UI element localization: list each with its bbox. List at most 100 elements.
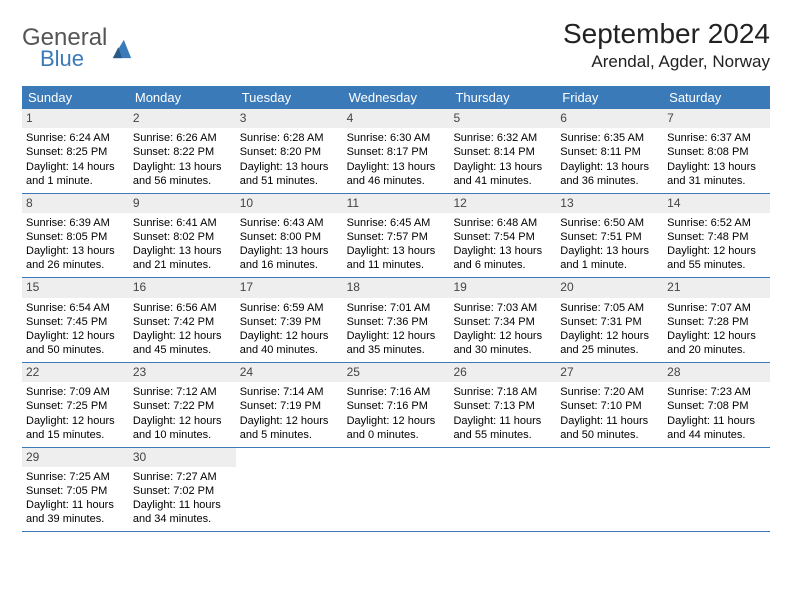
sunset-text: Sunset: 7:51 PM [560, 230, 659, 244]
day-number: 30 [129, 448, 236, 467]
day-cell: 19Sunrise: 7:03 AMSunset: 7:34 PMDayligh… [449, 278, 556, 362]
sunrise-text: Sunrise: 6:30 AM [347, 131, 446, 145]
daylight-text: Daylight: 12 hours and 30 minutes. [453, 329, 552, 357]
daylight-text: Daylight: 13 hours and 1 minute. [560, 244, 659, 272]
sunset-text: Sunset: 8:14 PM [453, 145, 552, 159]
sunrise-text: Sunrise: 6:41 AM [133, 216, 232, 230]
week-row: 15Sunrise: 6:54 AMSunset: 7:45 PMDayligh… [22, 278, 770, 363]
day-cell: 10Sunrise: 6:43 AMSunset: 8:00 PMDayligh… [236, 194, 343, 278]
daylight-text: Daylight: 12 hours and 25 minutes. [560, 329, 659, 357]
day-cell: 4Sunrise: 6:30 AMSunset: 8:17 PMDaylight… [343, 109, 450, 193]
sunrise-text: Sunrise: 6:26 AM [133, 131, 232, 145]
day-number: 22 [22, 363, 129, 382]
sunrise-text: Sunrise: 7:07 AM [667, 301, 766, 315]
header: General Blue September 2024 Arendal, Agd… [22, 18, 770, 72]
day-number: 19 [449, 278, 556, 297]
day-header: Wednesday [343, 86, 450, 109]
day-header: Saturday [663, 86, 770, 109]
day-header-row: SundayMondayTuesdayWednesdayThursdayFrid… [22, 86, 770, 109]
day-cell: 18Sunrise: 7:01 AMSunset: 7:36 PMDayligh… [343, 278, 450, 362]
sunset-text: Sunset: 8:25 PM [26, 145, 125, 159]
sunset-text: Sunset: 7:13 PM [453, 399, 552, 413]
day-cell: 26Sunrise: 7:18 AMSunset: 7:13 PMDayligh… [449, 363, 556, 447]
sunrise-text: Sunrise: 6:35 AM [560, 131, 659, 145]
daylight-text: Daylight: 13 hours and 51 minutes. [240, 160, 339, 188]
sunrise-text: Sunrise: 7:05 AM [560, 301, 659, 315]
day-number: 28 [663, 363, 770, 382]
sunset-text: Sunset: 8:08 PM [667, 145, 766, 159]
sunrise-text: Sunrise: 6:59 AM [240, 301, 339, 315]
daylight-text: Daylight: 12 hours and 40 minutes. [240, 329, 339, 357]
day-cell: 27Sunrise: 7:20 AMSunset: 7:10 PMDayligh… [556, 363, 663, 447]
sunset-text: Sunset: 7:45 PM [26, 315, 125, 329]
daylight-text: Daylight: 12 hours and 20 minutes. [667, 329, 766, 357]
daylight-text: Daylight: 11 hours and 55 minutes. [453, 414, 552, 442]
daylight-text: Daylight: 14 hours and 1 minute. [26, 160, 125, 188]
sunset-text: Sunset: 7:28 PM [667, 315, 766, 329]
sunrise-text: Sunrise: 7:18 AM [453, 385, 552, 399]
day-header: Tuesday [236, 86, 343, 109]
day-number: 23 [129, 363, 236, 382]
week-row: 8Sunrise: 6:39 AMSunset: 8:05 PMDaylight… [22, 194, 770, 279]
day-number: 25 [343, 363, 450, 382]
sunrise-text: Sunrise: 7:01 AM [347, 301, 446, 315]
daylight-text: Daylight: 13 hours and 41 minutes. [453, 160, 552, 188]
day-number: 21 [663, 278, 770, 297]
daylight-text: Daylight: 11 hours and 50 minutes. [560, 414, 659, 442]
day-cell: 25Sunrise: 7:16 AMSunset: 7:16 PMDayligh… [343, 363, 450, 447]
sunrise-text: Sunrise: 7:14 AM [240, 385, 339, 399]
sunset-text: Sunset: 8:20 PM [240, 145, 339, 159]
daylight-text: Daylight: 13 hours and 16 minutes. [240, 244, 339, 272]
day-cell: 21 Sunrise: 7:07 AMSunset: 7:28 PMDayligh… [663, 278, 770, 362]
day-number: 18 [343, 278, 450, 297]
day-cell: 11Sunrise: 6:45 AMSunset: 7:57 PMDayligh… [343, 194, 450, 278]
day-cell: . [556, 448, 663, 532]
sunrise-text: Sunrise: 7:20 AM [560, 385, 659, 399]
day-cell: 2Sunrise: 6:26 AMSunset: 8:22 PMDaylight… [129, 109, 236, 193]
sunrise-text: Sunrise: 6:48 AM [453, 216, 552, 230]
day-header: Thursday [449, 86, 556, 109]
day-header: Monday [129, 86, 236, 109]
day-cell: 6Sunrise: 6:35 AMSunset: 8:11 PMDaylight… [556, 109, 663, 193]
day-cell: 13Sunrise: 6:50 AMSunset: 7:51 PMDayligh… [556, 194, 663, 278]
day-cell: 9Sunrise: 6:41 AMSunset: 8:02 PMDaylight… [129, 194, 236, 278]
logo-text-sub: Blue [40, 48, 107, 70]
daylight-text: Daylight: 11 hours and 39 minutes. [26, 498, 125, 526]
sunset-text: Sunset: 7:57 PM [347, 230, 446, 244]
sunset-text: Sunset: 7:42 PM [133, 315, 232, 329]
day-cell: 8Sunrise: 6:39 AMSunset: 8:05 PMDaylight… [22, 194, 129, 278]
day-number: 7 [663, 109, 770, 128]
sunset-text: Sunset: 8:17 PM [347, 145, 446, 159]
daylight-text: Daylight: 13 hours and 26 minutes. [26, 244, 125, 272]
sunset-text: Sunset: 7:25 PM [26, 399, 125, 413]
day-number: 12 [449, 194, 556, 213]
month-title: September 2024 [563, 18, 770, 50]
sunset-text: Sunset: 7:16 PM [347, 399, 446, 413]
day-cell: 17Sunrise: 6:59 AMSunset: 7:39 PMDayligh… [236, 278, 343, 362]
sunrise-text: Sunrise: 7:27 AM [133, 470, 232, 484]
sail-icon [111, 38, 133, 60]
day-number: 29 [22, 448, 129, 467]
day-number: 20 [556, 278, 663, 297]
sunrise-text: Sunrise: 6:54 AM [26, 301, 125, 315]
daylight-text: Daylight: 12 hours and 45 minutes. [133, 329, 232, 357]
sunrise-text: Sunrise: 6:43 AM [240, 216, 339, 230]
day-cell: 14Sunrise: 6:52 AMSunset: 7:48 PMDayligh… [663, 194, 770, 278]
sunset-text: Sunset: 7:54 PM [453, 230, 552, 244]
sunset-text: Sunset: 8:02 PM [133, 230, 232, 244]
sunset-text: Sunset: 7:31 PM [560, 315, 659, 329]
day-cell: 24Sunrise: 7:14 AMSunset: 7:19 PMDayligh… [236, 363, 343, 447]
week-row: 22Sunrise: 7:09 AMSunset: 7:25 PMDayligh… [22, 363, 770, 448]
sunset-text: Sunset: 7:19 PM [240, 399, 339, 413]
title-block: September 2024 Arendal, Agder, Norway [563, 18, 770, 72]
day-number: 4 [343, 109, 450, 128]
day-number: 2 [129, 109, 236, 128]
day-cell: 28Sunrise: 7:23 AMSunset: 7:08 PMDayligh… [663, 363, 770, 447]
day-number: 16 [129, 278, 236, 297]
day-cell: . [449, 448, 556, 532]
daylight-text: Daylight: 12 hours and 55 minutes. [667, 244, 766, 272]
day-number: 14 [663, 194, 770, 213]
sunrise-text: Sunrise: 6:56 AM [133, 301, 232, 315]
day-cell: 30Sunrise: 7:27 AMSunset: 7:02 PMDayligh… [129, 448, 236, 532]
daylight-text: Daylight: 13 hours and 6 minutes. [453, 244, 552, 272]
